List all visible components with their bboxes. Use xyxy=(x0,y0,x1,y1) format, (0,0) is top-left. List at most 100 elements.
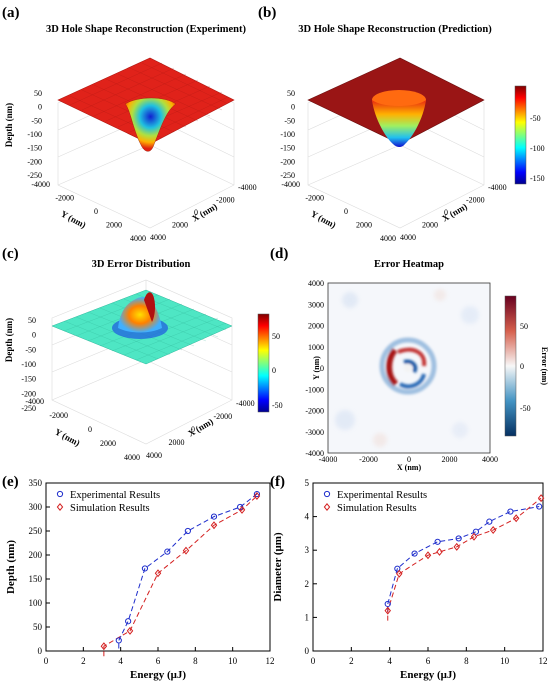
data-point-experimental xyxy=(472,528,480,535)
colorbar-c-tick: 50 xyxy=(272,332,280,341)
panel-label-c: (c) xyxy=(2,246,19,262)
surface-b-ytick: 0 xyxy=(344,207,348,216)
surface-b-ytick: 4000 xyxy=(380,234,396,243)
trend-line-simulation xyxy=(103,495,258,657)
data-point-experimental xyxy=(507,508,514,515)
legend-marker-simulation xyxy=(323,503,331,511)
surface-c-ylabel: Y (nm) xyxy=(53,427,81,448)
panel-label-a: (a) xyxy=(2,5,20,21)
surface-a-ytick: 0 xyxy=(94,207,98,216)
surface-b-ztick: -250 xyxy=(280,171,295,180)
heatmap-ytick: -1000 xyxy=(305,385,324,394)
x-tick-label: 8 xyxy=(464,656,469,666)
data-point-experimental xyxy=(141,565,149,572)
x-tick-label: 10 xyxy=(500,656,510,666)
data-point-experimental xyxy=(210,513,218,520)
colorbar-c-tick: -50 xyxy=(272,401,283,410)
surface-b-ztick: 0 xyxy=(291,103,295,112)
x-tick-label: 10 xyxy=(228,656,238,666)
x-tick-label: 2 xyxy=(349,656,354,666)
y-tick-label: 4 xyxy=(305,512,310,522)
surface-c-xtick: -2000 xyxy=(214,412,233,421)
surface-a-ytick: 2000 xyxy=(106,221,122,230)
colorbar-b-tick: -50 xyxy=(530,114,541,123)
surface-b-ztick: -50 xyxy=(284,116,295,125)
heatmap-ytick: -3000 xyxy=(305,428,324,437)
x-tick-label: 6 xyxy=(426,656,431,666)
data-point-simulation xyxy=(424,551,432,560)
surface-a-ztick: -50 xyxy=(31,116,42,125)
heatmap-ytick: 1000 xyxy=(308,343,324,352)
trend-line-simulation xyxy=(387,497,542,621)
x-tick-label: 4 xyxy=(387,656,392,666)
x-tick-label: 0 xyxy=(311,656,316,666)
surface-c-ztick: 50 xyxy=(28,316,36,325)
surface-a-hole xyxy=(124,97,177,152)
surface-a-ztick: -250 xyxy=(27,171,42,180)
x-tick-label: 8 xyxy=(193,656,198,666)
surface-a-xtick: -2000 xyxy=(216,196,235,205)
surface-c-ytick: -4000 xyxy=(25,397,44,406)
data-point-simulation xyxy=(384,606,391,615)
surface-c-zlabel: Depth (nm) xyxy=(4,318,14,362)
surface-b-ztick: -100 xyxy=(280,130,295,139)
legend-marker-simulation xyxy=(56,503,64,511)
surface-a-xtick: 0 xyxy=(194,208,198,217)
surface-c-ztick: -200 xyxy=(21,389,36,398)
data-point-simulation xyxy=(396,569,403,578)
surface-a-ztick: -150 xyxy=(27,144,42,153)
colorbar-d-tick: 50 xyxy=(520,322,528,331)
colorbar-d-tick: -50 xyxy=(520,404,531,413)
x-tick-label: 6 xyxy=(156,656,161,666)
surface-b-hole xyxy=(372,100,426,147)
surface-c-ztick: -250 xyxy=(21,404,36,413)
surface-c-xtick: 2000 xyxy=(169,438,185,447)
surface-a-ytick: -2000 xyxy=(55,194,74,203)
heatmap-ytick: 3000 xyxy=(308,300,324,309)
data-point-simulation xyxy=(182,546,190,555)
surface-c-ztick: -100 xyxy=(21,360,36,369)
data-point-simulation xyxy=(238,505,246,514)
y-tick-label: 150 xyxy=(29,574,43,584)
surface-a-ztick: 0 xyxy=(38,103,42,112)
heatmap-xtick: -2000 xyxy=(359,455,378,464)
data-point-experimental xyxy=(184,527,191,535)
chart-e: 0 2 4 6 8 10 12 0 50 100 150 200 250 300 350 Energy (μJ… xyxy=(5,478,275,681)
data-point-experimental xyxy=(115,637,122,644)
surface-c-ztick: -50 xyxy=(25,345,36,354)
surface-a-xtick: 4000 xyxy=(150,233,166,242)
heatmap-xtick: -4000 xyxy=(319,455,338,464)
legend-marker-experimental xyxy=(323,490,331,498)
surface-plot-c xyxy=(51,279,233,445)
data-point-simulation xyxy=(470,532,478,541)
surface-a-ytick: -4000 xyxy=(31,180,50,189)
surface-a-ytick: 4000 xyxy=(130,234,146,243)
colorbar-d xyxy=(504,295,517,437)
data-point-experimental xyxy=(253,490,261,498)
surface-c-ytick: -2000 xyxy=(49,411,68,420)
data-point-simulation xyxy=(100,642,108,651)
trend-line-experimental xyxy=(387,506,540,612)
surface-b-xtick: 0 xyxy=(444,208,448,217)
data-point-simulation xyxy=(210,521,218,530)
y-tick-label: 0 xyxy=(38,646,43,656)
x-tick-label: 4 xyxy=(118,656,123,666)
heatmap-xlabel: X (nm) xyxy=(397,463,422,472)
surface-a-ztick: -200 xyxy=(27,157,42,166)
heatmap-ytick: -2000 xyxy=(305,407,324,416)
surface-b-xtick: -2000 xyxy=(466,196,485,205)
surface-a-ztick: 50 xyxy=(34,89,42,98)
data-point-experimental xyxy=(394,565,401,572)
colorbar-b-tick: -150 xyxy=(530,174,545,183)
y-tick-label: 50 xyxy=(33,622,43,632)
legend-label: Experimental Results xyxy=(337,490,427,501)
colorbar-b xyxy=(514,85,527,185)
panel-title-c: 3D Error Distribution xyxy=(92,259,191,270)
heatmap-ytick: 0 xyxy=(320,364,324,373)
trend-line-experimental xyxy=(118,493,258,649)
data-point-simulation xyxy=(512,514,520,523)
heatmap-ytick: 2000 xyxy=(308,322,324,331)
surface-a-xtick: 2000 xyxy=(172,221,188,230)
data-point-experimental xyxy=(536,503,543,510)
heatmap-xtick: 4000 xyxy=(482,455,498,464)
